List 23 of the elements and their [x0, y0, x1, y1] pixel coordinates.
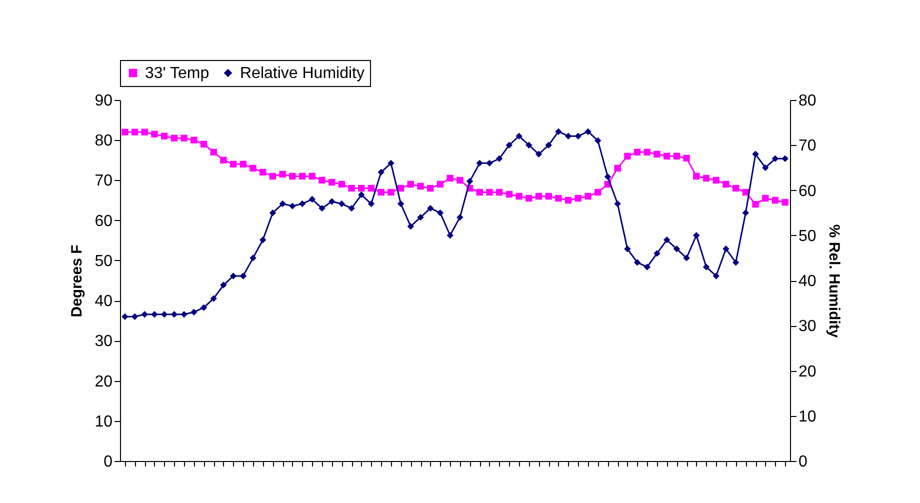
y-tick-label: 80	[94, 132, 113, 150]
y2-tick-label: 10	[798, 408, 816, 426]
legend-label: Relative Humidity	[240, 65, 364, 82]
y2-tick-label: 30	[798, 318, 816, 336]
y2-tick-label: 60	[798, 182, 816, 200]
y-tick-label: 30	[94, 333, 113, 350]
y2-tick-label: 50	[798, 228, 816, 245]
y-tick-label: 60	[94, 212, 113, 230]
y2-tick-label: 20	[798, 363, 816, 380]
y-tick-label: 90	[94, 92, 113, 110]
y-tick-label: 10	[94, 413, 113, 430]
legend-label: 33' Temp	[145, 65, 210, 82]
y2-tick-label: 70	[798, 138, 816, 155]
y-tick-label: 70	[94, 172, 113, 190]
y2-tick-label: 80	[798, 92, 816, 110]
y-tick-label: 0	[104, 454, 113, 470]
y-tick-label: 50	[94, 252, 113, 270]
y2-tick-label: 0	[798, 454, 808, 470]
y-tick-label: 40	[94, 293, 113, 310]
y2-axis-title: % Rel. Humidity	[825, 224, 842, 338]
y-axis-title: Degrees F	[68, 244, 86, 318]
y2-tick-label: 40	[798, 273, 816, 290]
y-tick-label: 20	[94, 373, 113, 390]
